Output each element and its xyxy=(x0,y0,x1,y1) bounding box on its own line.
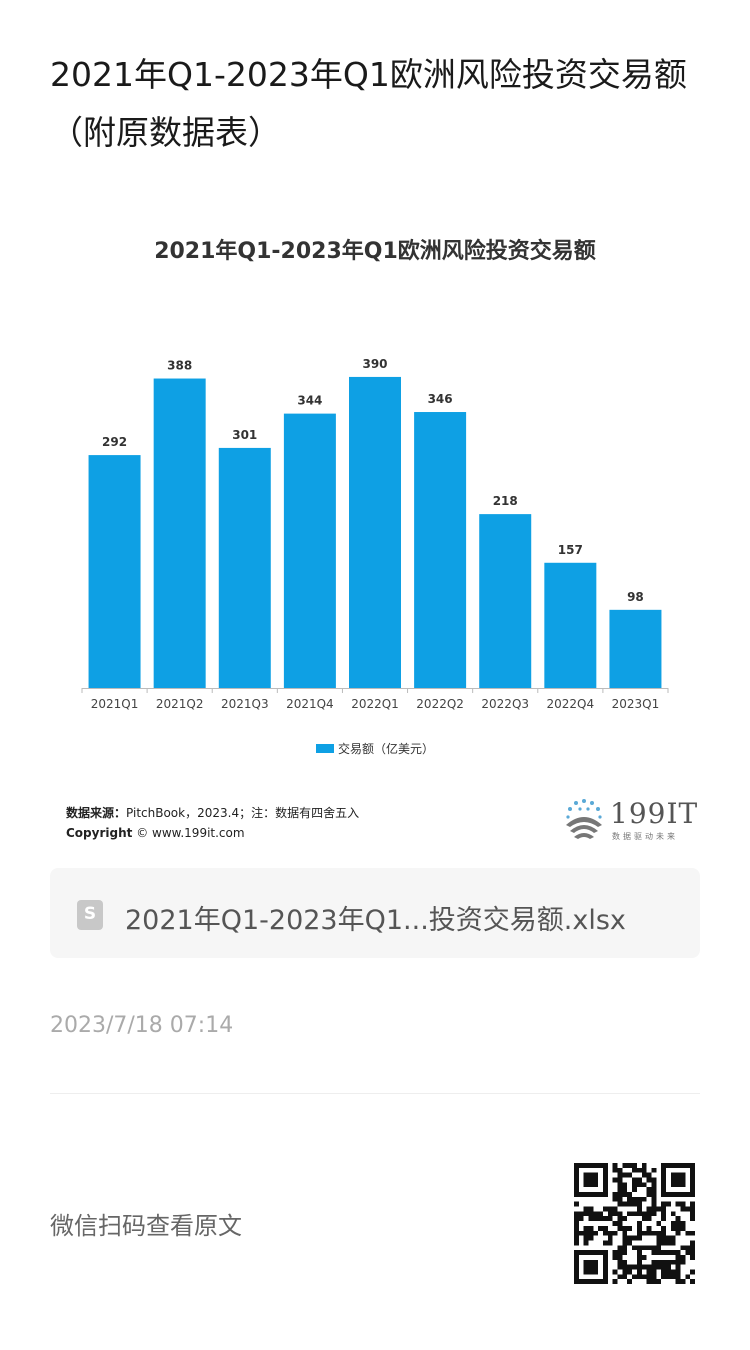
data-label-2021Q2: 388 xyxy=(167,359,192,373)
bar-chart: 2021年Q1-2023年Q1欧洲风险投资交易额 292 2021Q1 388 202… xyxy=(40,215,710,855)
divider xyxy=(50,1093,700,1094)
bar-2022Q4 xyxy=(544,562,597,688)
source-note: 数据来源：PitchBook，2023.4；注：数据有四舍五入 Copyrigh… xyxy=(66,803,359,843)
x-tick-label-2021Q3: 2021Q3 xyxy=(221,697,269,711)
attachment-file-card[interactable]: S 2021年Q1-2023年Q1...投资交易额.xlsx xyxy=(50,868,700,958)
data-label-2022Q3: 218 xyxy=(493,494,518,508)
wechat-scan-label: 微信扫码查看原文 xyxy=(50,1212,242,1240)
qr-code-icon[interactable] xyxy=(574,1163,695,1284)
logo-mark-icon xyxy=(566,799,602,839)
bar-2021Q1 xyxy=(88,455,141,688)
bar-2021Q2 xyxy=(153,378,206,688)
chart-svg: 292 2021Q1 388 2021Q2 301 2021Q3 344 2021Q4 390 2… xyxy=(81,357,669,711)
data-label-2023Q1: 98 xyxy=(627,590,644,604)
source-text: PitchBook，2023.4；注：数据有四舍五入 xyxy=(126,806,360,820)
x-tick-label-2021Q1: 2021Q1 xyxy=(91,697,139,711)
data-label-2021Q1: 292 xyxy=(102,435,127,449)
data-label-2022Q1: 390 xyxy=(362,357,387,371)
bar-2022Q1 xyxy=(349,376,401,688)
x-tick-label-2021Q4: 2021Q4 xyxy=(286,697,334,711)
x-tick-label-2022Q1: 2022Q1 xyxy=(351,697,399,711)
x-tick-label-2023Q1: 2023Q1 xyxy=(612,697,660,711)
bar-2023Q1 xyxy=(609,609,662,688)
bar-2021Q4 xyxy=(283,413,336,688)
copyright-text: © www.199it.com xyxy=(136,826,245,840)
data-label-2022Q2: 346 xyxy=(428,392,453,406)
legend-label: 交易额（亿美元） xyxy=(337,742,434,756)
x-tick-label-2021Q2: 2021Q2 xyxy=(156,697,204,711)
file-icon-letter: S xyxy=(83,904,97,924)
data-label-2021Q3: 301 xyxy=(232,428,257,442)
bar-2022Q2 xyxy=(414,412,467,688)
x-tick-label-2022Q3: 2022Q3 xyxy=(481,697,529,711)
x-tick-label-2022Q2: 2022Q2 xyxy=(416,697,464,711)
chart-legend: 交易额（亿美元） xyxy=(40,740,710,757)
logo-199it: 199IT 数据驱动未来 xyxy=(560,795,700,845)
chart-title: 2021年Q1-2023年Q1欧洲风险投资交易额 xyxy=(154,239,596,264)
bar-2021Q3 xyxy=(218,447,271,688)
logo-tagline: 数据驱动未来 xyxy=(612,832,678,841)
spreadsheet-file-icon: S xyxy=(77,900,103,930)
bar-2022Q3 xyxy=(479,514,532,688)
source-label: 数据来源： xyxy=(66,806,127,820)
data-label-2021Q4: 344 xyxy=(297,394,322,408)
article-title: 2021年Q1-2023年Q1欧洲风险投资交易额（附原数据表） xyxy=(50,55,687,152)
data-label-2022Q4: 157 xyxy=(558,543,583,557)
legend-swatch xyxy=(315,744,334,753)
x-tick-label-2022Q4: 2022Q4 xyxy=(547,697,595,711)
logo-text: 199IT xyxy=(610,797,699,830)
file-name: 2021年Q1-2023年Q1...投资交易额.xlsx xyxy=(125,905,626,936)
copyright-label: Copyright xyxy=(66,826,133,840)
publish-timestamp: 2023/7/18 07:14 xyxy=(50,1013,234,1038)
